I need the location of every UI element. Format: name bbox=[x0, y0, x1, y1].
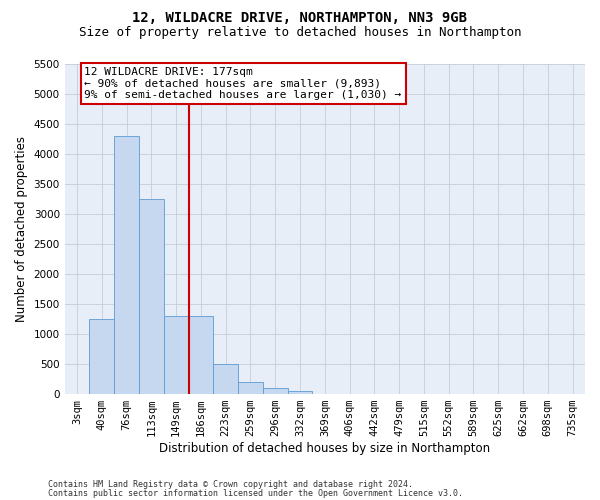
Bar bbox=[214, 364, 238, 394]
Text: Size of property relative to detached houses in Northampton: Size of property relative to detached ho… bbox=[79, 26, 521, 39]
Bar bbox=[114, 136, 139, 394]
Bar bbox=[164, 316, 188, 394]
Y-axis label: Number of detached properties: Number of detached properties bbox=[15, 136, 28, 322]
Bar bbox=[287, 391, 313, 394]
X-axis label: Distribution of detached houses by size in Northampton: Distribution of detached houses by size … bbox=[159, 442, 490, 455]
Text: Contains public sector information licensed under the Open Government Licence v3: Contains public sector information licen… bbox=[48, 488, 463, 498]
Text: Contains HM Land Registry data © Crown copyright and database right 2024.: Contains HM Land Registry data © Crown c… bbox=[48, 480, 413, 489]
Bar bbox=[263, 388, 287, 394]
Bar bbox=[188, 316, 214, 394]
Text: 12 WILDACRE DRIVE: 177sqm
← 90% of detached houses are smaller (9,893)
9% of sem: 12 WILDACRE DRIVE: 177sqm ← 90% of detac… bbox=[85, 67, 402, 100]
Bar bbox=[89, 319, 114, 394]
Text: 12, WILDACRE DRIVE, NORTHAMPTON, NN3 9GB: 12, WILDACRE DRIVE, NORTHAMPTON, NN3 9GB bbox=[133, 11, 467, 25]
Bar bbox=[238, 382, 263, 394]
Bar bbox=[139, 199, 164, 394]
